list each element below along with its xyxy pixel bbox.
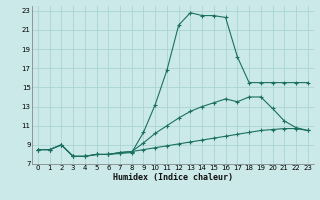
X-axis label: Humidex (Indice chaleur): Humidex (Indice chaleur) — [113, 173, 233, 182]
